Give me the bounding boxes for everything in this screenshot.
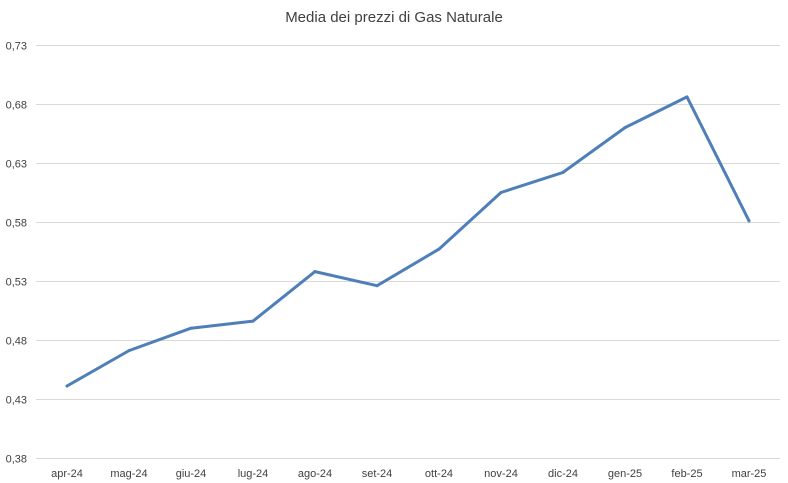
x-tick-label: set-24	[362, 468, 393, 480]
chart-title: Media dei prezzi di Gas Naturale	[285, 9, 503, 26]
y-tick-label: 0,53	[6, 277, 27, 289]
y-tick-label: 0,48	[6, 336, 27, 348]
y-tick-label: 0,73	[6, 41, 27, 53]
x-tick-label: mar-25	[732, 468, 767, 480]
x-tick-label: dic-24	[548, 468, 578, 480]
data-point	[747, 219, 751, 223]
data-point	[685, 95, 689, 99]
x-tick-label: gen-25	[608, 468, 642, 480]
data-point	[65, 384, 69, 388]
x-tick-label: lug-24	[238, 468, 269, 480]
x-tick-label: ago-24	[298, 468, 332, 480]
data-point	[437, 247, 441, 251]
x-tick-label: apr-24	[51, 468, 83, 480]
x-tick-label: giu-24	[176, 468, 207, 480]
x-tick-label: feb-25	[671, 468, 702, 480]
y-tick-label: 0,38	[6, 454, 27, 466]
data-point	[623, 126, 627, 130]
data-point	[561, 170, 565, 174]
y-tick-label: 0,58	[6, 218, 27, 230]
x-tick-label: ott-24	[425, 468, 453, 480]
data-point	[127, 349, 131, 353]
data-point	[313, 270, 317, 274]
data-point	[499, 191, 503, 194]
x-tick-label: nov-24	[484, 468, 518, 480]
data-point	[251, 319, 255, 323]
x-tick-label: mag-24	[110, 468, 147, 480]
gridlines	[36, 45, 780, 459]
data-point	[189, 326, 193, 330]
y-tick-label: 0,68	[6, 100, 27, 112]
y-tick-label: 0,63	[6, 159, 27, 171]
data-point	[375, 284, 379, 288]
y-axis-ticks: 0,38 0,43 0,48 0,53 0,58 0,63 0,68 0,73	[6, 41, 27, 466]
x-axis-ticks: apr-24 mag-24 giu-24 lug-24 ago-24 set-24 ott-…	[51, 468, 766, 480]
series-layer	[65, 95, 751, 388]
y-tick-label: 0,43	[6, 395, 27, 407]
series-line	[65, 95, 751, 388]
